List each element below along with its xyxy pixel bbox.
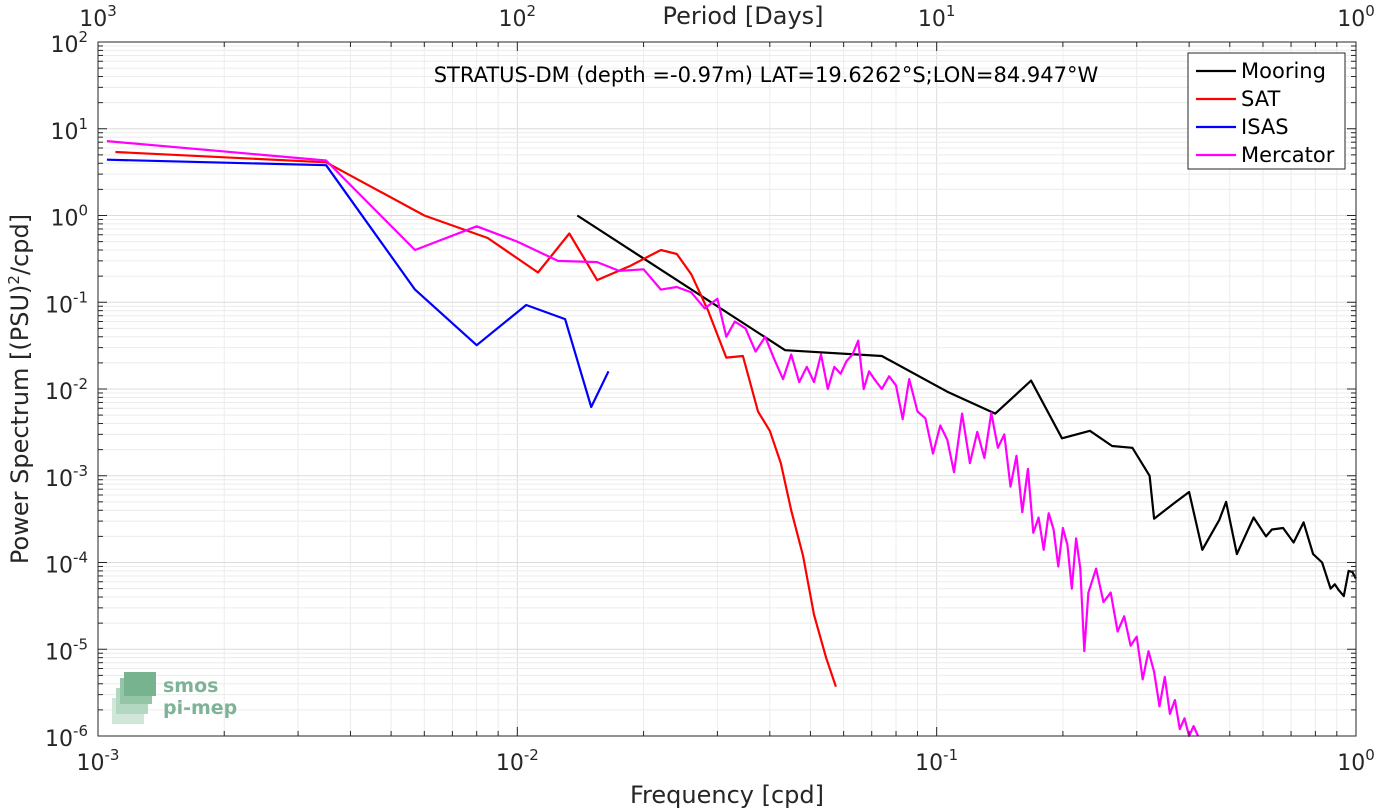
x-tick-label-base: 10 [1337,751,1365,776]
top-tick-label-base: 10 [1337,7,1365,32]
series-lines [106,140,1357,738]
y-tick-label-base: 10 [50,33,78,58]
top-tick-label-exp: 0 [1365,2,1375,20]
x-tick-label-exp: -1 [943,746,958,764]
y-tick-label-exp: 0 [78,202,88,220]
legend-label-isas: ISAS [1241,115,1289,139]
y-axis-label-tail: /cpd] [6,214,34,275]
grid [97,42,1356,737]
top-tick-label-exp: 1 [946,2,956,20]
top-tick-label: 103 [79,2,117,32]
legend-box [1187,52,1346,170]
legend-label-mercator: Mercator [1241,143,1335,167]
y-tick-label: 101 [50,115,88,145]
x-tick-label-base: 10 [915,751,943,776]
y-tick-label-exp: -2 [73,375,88,393]
y-axis-label-base: Power Spectrum [(PSU) [6,285,34,564]
y-tick-label-base: 10 [45,554,73,579]
top-tick-label-base: 10 [79,7,107,32]
chart-annotation: STRATUS-DM (depth =-0.97m) LAT=19.6262°S… [434,63,1099,87]
logo-text-line2: pi-mep [163,697,237,719]
y-tick-label-base: 10 [50,120,78,145]
series-line-sat [115,150,837,688]
y-tick-label-exp: -1 [73,288,88,306]
y-tick-label-base: 10 [45,467,73,492]
y-tick-label-base: 10 [45,293,73,318]
x-tick-label: 10-3 [77,746,120,776]
x-tick-label: 10-2 [496,746,539,776]
top-tick-label-exp: 2 [527,2,537,20]
series-line-mercator [106,140,1200,738]
logo-text-line1: smos [163,675,218,697]
smos-pi-mep-logo: smos pi-mep [112,672,237,724]
top-tick-label-base: 10 [499,7,527,32]
y-tick-label-exp: 2 [78,28,88,46]
top-tick-label: 101 [918,2,956,32]
x-tick-label-base: 10 [77,751,105,776]
y-tick-label-base: 10 [45,380,73,405]
y-tick-label-exp: 1 [78,115,88,133]
y-tick-label: 102 [50,28,88,58]
y-tick-label-base: 10 [45,727,73,752]
x-axis-label: Frequency [cpd] [630,781,824,809]
x-tick-label-exp: 0 [1365,746,1375,764]
legend-label-sat: SAT [1241,87,1280,111]
x-tick-label-exp: -3 [105,746,120,764]
series-line-mooring [576,214,1357,598]
y-tick-label: 10-2 [45,375,88,405]
y-tick-label: 10-1 [45,288,88,318]
y-tick-label-exp: -3 [73,462,88,480]
x-tick-label: 100 [1337,746,1375,776]
axis-tick-labels: 10-3 10-2 10-1 10010-610-510-410-310-210-11… [45,2,1375,776]
y-tick-label: 10-4 [45,549,88,579]
x-tick-label-exp: -2 [524,746,539,764]
top-tick-label-base: 10 [918,7,946,32]
y-tick-label-exp: -4 [73,549,88,567]
top-tick-label-exp: 3 [107,2,117,20]
top-axis-label: Period [Days] [662,2,823,30]
y-tick-label: 10-3 [45,462,88,492]
top-tick-label: 102 [499,2,537,32]
legend-label-mooring: Mooring [1241,59,1326,83]
y-tick-label-exp: -6 [73,722,88,740]
y-tick-label: 10-5 [45,635,88,665]
y-tick-label: 10-6 [45,722,88,752]
y-tick-label: 100 [50,202,88,232]
series-line-isas [106,158,610,409]
axis-ticks [97,42,1356,737]
top-tick-label: 100 [1337,2,1375,32]
x-tick-label-base: 10 [496,751,524,776]
y-tick-label-base: 10 [45,640,73,665]
y-tick-label-exp: -5 [73,635,88,653]
y-tick-label-base: 10 [50,207,78,232]
x-tick-label: 10-1 [915,746,958,776]
y-axis-label-sup: 2 [5,275,23,285]
legend: Mooring SAT ISAS Mercator [1187,52,1346,170]
logo-layer [124,672,156,696]
y-axis-label: Power Spectrum [(PSU)2/cpd] [5,214,34,564]
